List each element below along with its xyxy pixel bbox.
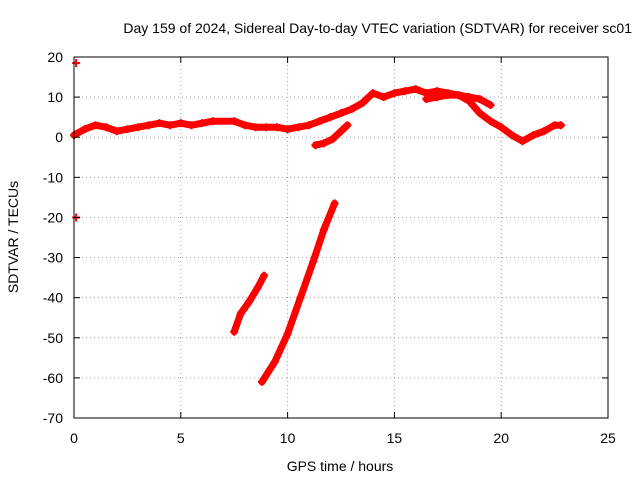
series-line bbox=[311, 121, 351, 149]
data-point bbox=[497, 123, 506, 132]
data-point bbox=[253, 283, 262, 292]
data-point bbox=[272, 123, 281, 132]
series-steep-track-right bbox=[257, 199, 339, 386]
axis-ticks: 0 5 10 15 20 25 -70 -60 -50 -40 -30 -20 -10 0 10 20 bbox=[43, 49, 616, 446]
data-point bbox=[454, 91, 463, 100]
y-tick-label: -70 bbox=[43, 410, 63, 426]
data-point bbox=[155, 119, 164, 128]
series-steep-track-left bbox=[230, 271, 269, 336]
data-point bbox=[539, 127, 548, 136]
data-point bbox=[529, 131, 538, 140]
data-point bbox=[102, 123, 111, 132]
data-point bbox=[319, 225, 328, 234]
x-tick-label: 20 bbox=[493, 430, 509, 446]
data-point bbox=[80, 125, 89, 134]
data-point bbox=[343, 121, 352, 130]
data-point bbox=[326, 113, 335, 122]
data-point bbox=[230, 327, 239, 336]
x-tick-label: 0 bbox=[70, 430, 78, 446]
y-tick-label: 0 bbox=[55, 129, 63, 145]
data-point bbox=[123, 125, 132, 134]
data-point bbox=[270, 357, 279, 366]
data-point bbox=[347, 105, 356, 114]
data-point bbox=[296, 293, 305, 302]
data-point bbox=[309, 257, 318, 266]
y-tick-label: 20 bbox=[47, 49, 63, 65]
chart-title: Day 159 of 2024, Sidereal Day-to-day VTE… bbox=[123, 20, 632, 36]
data-point bbox=[240, 121, 249, 130]
series-isolated-points bbox=[72, 59, 81, 222]
data-point bbox=[337, 127, 345, 136]
y-tick-label: 10 bbox=[47, 89, 63, 105]
data-point bbox=[260, 271, 269, 280]
y-tick-label: -20 bbox=[43, 209, 63, 225]
series-main-band bbox=[70, 85, 566, 146]
data-point bbox=[134, 123, 143, 132]
data-series bbox=[70, 59, 566, 386]
data-point bbox=[557, 121, 566, 130]
data-point bbox=[475, 95, 484, 104]
data-point bbox=[257, 377, 266, 386]
data-point bbox=[443, 91, 452, 100]
data-point bbox=[187, 121, 196, 130]
y-tick-label: -40 bbox=[43, 290, 63, 306]
y-tick-label: -30 bbox=[43, 250, 63, 266]
data-point bbox=[72, 59, 81, 68]
data-point bbox=[208, 117, 217, 126]
data-point bbox=[236, 309, 245, 318]
data-point bbox=[304, 121, 313, 130]
data-point bbox=[251, 123, 260, 132]
x-tick-label: 25 bbox=[600, 430, 616, 446]
data-point bbox=[294, 123, 303, 132]
data-point bbox=[422, 95, 431, 104]
data-point bbox=[330, 199, 339, 208]
data-point bbox=[358, 99, 367, 108]
data-point bbox=[401, 87, 410, 96]
data-point bbox=[283, 125, 292, 134]
data-point bbox=[507, 131, 516, 140]
x-tick-label: 10 bbox=[280, 430, 296, 446]
y-tick-label: -10 bbox=[43, 169, 63, 185]
y-axis-label: SDTVAR / TECUs bbox=[5, 181, 21, 293]
data-point bbox=[144, 121, 153, 130]
data-point bbox=[518, 137, 527, 146]
data-point bbox=[311, 141, 320, 150]
data-point bbox=[245, 297, 254, 306]
data-point bbox=[337, 109, 345, 118]
y-tick-label: -50 bbox=[43, 330, 63, 346]
series-upper-arc bbox=[422, 91, 495, 110]
data-point bbox=[262, 123, 271, 132]
y-tick-label: -60 bbox=[43, 370, 63, 386]
data-point bbox=[230, 117, 239, 126]
data-point bbox=[315, 117, 324, 126]
data-point bbox=[475, 109, 484, 118]
data-point bbox=[411, 85, 420, 94]
x-tick-label: 5 bbox=[177, 430, 185, 446]
data-point bbox=[379, 93, 388, 102]
data-point bbox=[433, 93, 442, 102]
data-point bbox=[319, 139, 328, 148]
data-point bbox=[176, 119, 185, 128]
plot-frame bbox=[73, 56, 609, 419]
data-point bbox=[328, 135, 337, 144]
data-point bbox=[283, 329, 292, 338]
data-point bbox=[465, 93, 474, 102]
x-tick-label: 15 bbox=[387, 430, 403, 446]
data-point bbox=[166, 121, 175, 130]
x-axis-label: GPS time / hours bbox=[287, 458, 394, 474]
data-point bbox=[112, 127, 121, 136]
data-point bbox=[91, 121, 100, 130]
data-point bbox=[486, 117, 495, 126]
series-short-rise bbox=[311, 121, 352, 150]
data-point bbox=[390, 89, 399, 98]
series-line bbox=[70, 85, 565, 145]
data-point bbox=[486, 101, 495, 110]
data-point bbox=[369, 89, 378, 98]
data-point bbox=[198, 119, 207, 128]
